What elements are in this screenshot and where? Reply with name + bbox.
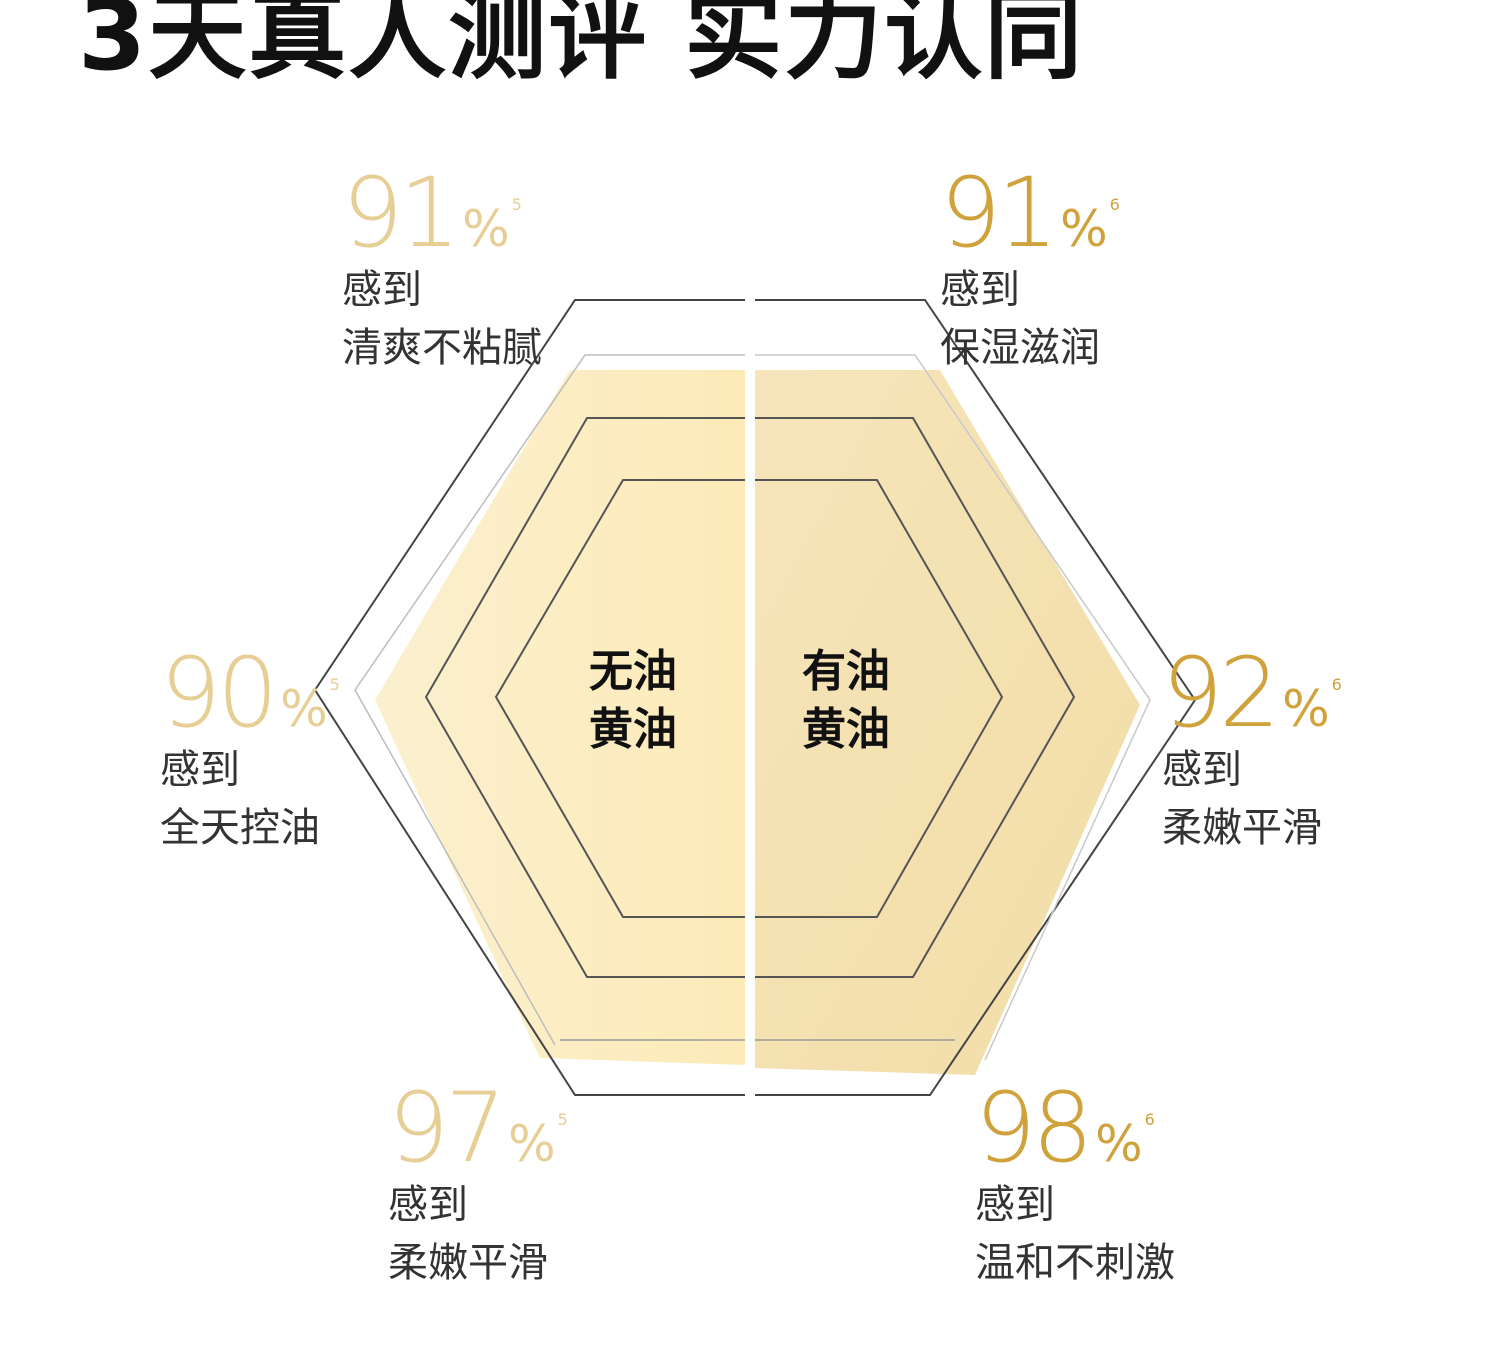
stat-footnote: 5 <box>557 1110 568 1129</box>
stat-value: 91 <box>342 157 460 269</box>
stat-label-line1: 感到 <box>160 747 240 793</box>
stat-label-line2: 全天控油 <box>160 805 320 851</box>
ring-inner-right <box>755 479 1004 918</box>
stat-unit: % <box>280 680 328 738</box>
ring-inner-left <box>494 479 745 918</box>
stat-footnote: 6 <box>1144 1110 1155 1129</box>
center-label-left-line2: 黄油 <box>589 704 677 755</box>
outer-frame-left-inner <box>354 354 745 1046</box>
stat-value: 98 <box>975 1072 1093 1184</box>
data-area-right <box>755 370 1140 1075</box>
stat-label-line2: 清爽不粘腻 <box>342 325 542 371</box>
stat-label-line2: 柔嫩平滑 <box>1162 805 1322 851</box>
stat-unit: % <box>1282 680 1330 738</box>
stat-bottom-right: 98% 6 感到 温和不刺激 <box>975 1080 1175 1292</box>
center-label-right-line2: 黄油 <box>802 704 890 755</box>
stat-label-line1: 感到 <box>388 1182 468 1228</box>
outer-frame-right-inner <box>755 354 1151 1061</box>
stat-unit: % <box>508 1115 556 1173</box>
stat-footnote: 5 <box>511 195 522 214</box>
stat-unit: % <box>1060 200 1108 258</box>
stat-top-left: 91% 5 感到 清爽不粘腻 <box>342 165 542 377</box>
stat-value: 97 <box>388 1072 506 1184</box>
stat-top-right: 91% 6 感到 保湿滋润 <box>940 165 1120 377</box>
stat-value: 92 <box>1162 637 1280 749</box>
ring-outer-left <box>424 417 745 978</box>
stat-label-line1: 感到 <box>975 1182 1055 1228</box>
stat-value: 91 <box>940 157 1058 269</box>
stat-middle-left: 90% 5 感到 全天控油 <box>160 645 340 857</box>
stat-unit: % <box>1095 1115 1143 1173</box>
stat-label-line1: 感到 <box>1162 747 1242 793</box>
stat-label-line2: 保湿滋润 <box>940 325 1100 371</box>
stat-footnote: 6 <box>1331 675 1342 694</box>
stat-bottom-left: 97% 5 感到 柔嫩平滑 <box>388 1080 568 1292</box>
ring-outer-right <box>755 417 1076 978</box>
stat-label-line2: 温和不刺激 <box>975 1240 1175 1286</box>
outer-frame-right <box>755 299 1197 1096</box>
outer-frame-left <box>313 299 745 1096</box>
stat-label-line1: 感到 <box>940 267 1020 313</box>
center-label-left-line1: 无油 <box>589 646 677 697</box>
page-title: 3天真人测评 实力认同 <box>78 0 1085 93</box>
center-label-right: 有油 黄油 <box>786 643 906 759</box>
stat-value: 90 <box>160 637 278 749</box>
stat-unit: % <box>462 200 510 258</box>
stat-footnote: 5 <box>329 675 340 694</box>
stat-footnote: 6 <box>1109 195 1120 214</box>
stat-middle-right: 92% 6 感到 柔嫩平滑 <box>1162 645 1342 857</box>
data-area-left <box>375 370 745 1065</box>
center-label-left: 无油 黄油 <box>573 643 693 759</box>
center-label-right-line1: 有油 <box>802 646 890 697</box>
stat-label-line1: 感到 <box>342 267 422 313</box>
stat-label-line2: 柔嫩平滑 <box>388 1240 548 1286</box>
